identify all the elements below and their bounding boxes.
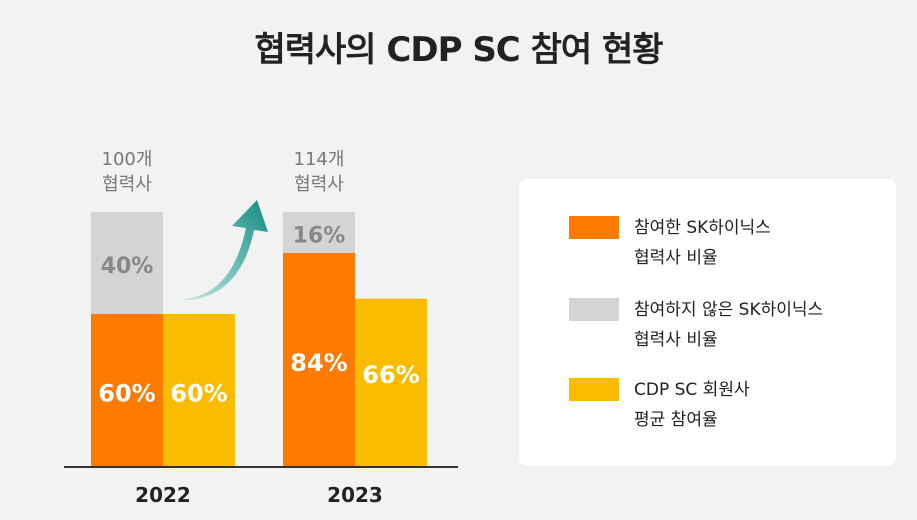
data-label-cdp-average: 66% bbox=[362, 361, 419, 389]
legend-label-line1: 참여하지 않은 SK하이닉스 bbox=[634, 300, 824, 320]
bar-cdp-average bbox=[355, 298, 427, 467]
x-tick-label: 2023 bbox=[327, 483, 383, 507]
legend-label-line2: 평균 참여율 bbox=[634, 410, 718, 430]
supplier-count-label: 협력사 bbox=[102, 174, 152, 195]
data-label-participating: 60% bbox=[98, 380, 155, 408]
legend: 참여한 SK하이닉스 협력사 비율 참여하지 않은 SK하이닉스 협력사 비율 … bbox=[519, 179, 896, 466]
legend-label-line2: 협력사 비율 bbox=[634, 248, 718, 268]
x-tick-label: 2022 bbox=[135, 483, 191, 507]
chart-title: 협력사의 CDP SC 참여 현황 bbox=[254, 30, 663, 70]
legend-label-line1: 참여한 SK하이닉스 bbox=[634, 218, 771, 238]
bar-not-participating bbox=[91, 212, 163, 314]
yellow-swatch-icon bbox=[569, 378, 619, 401]
bar-participating bbox=[91, 314, 163, 467]
supplier-count-label: 협력사 bbox=[294, 174, 344, 195]
bar-participating bbox=[283, 252, 355, 467]
data-label-cdp-average: 60% bbox=[170, 380, 227, 408]
supplier-count-label: 100개 bbox=[102, 149, 153, 170]
legend-label-line2: 협력사 비율 bbox=[634, 330, 718, 350]
supplier-count-label: 114개 bbox=[294, 149, 345, 170]
gray-swatch-icon bbox=[569, 298, 619, 321]
bar-not-participating bbox=[283, 212, 355, 253]
data-label-not-participating: 16% bbox=[293, 223, 346, 248]
growth-arrow-icon bbox=[178, 200, 268, 301]
bar-cdp-average bbox=[163, 314, 235, 467]
data-label-participating: 84% bbox=[290, 349, 347, 377]
orange-swatch-icon bbox=[569, 216, 619, 239]
data-label-not-participating: 40% bbox=[101, 254, 154, 279]
legend-label-line1: CDP SC 회원사 bbox=[634, 380, 750, 400]
